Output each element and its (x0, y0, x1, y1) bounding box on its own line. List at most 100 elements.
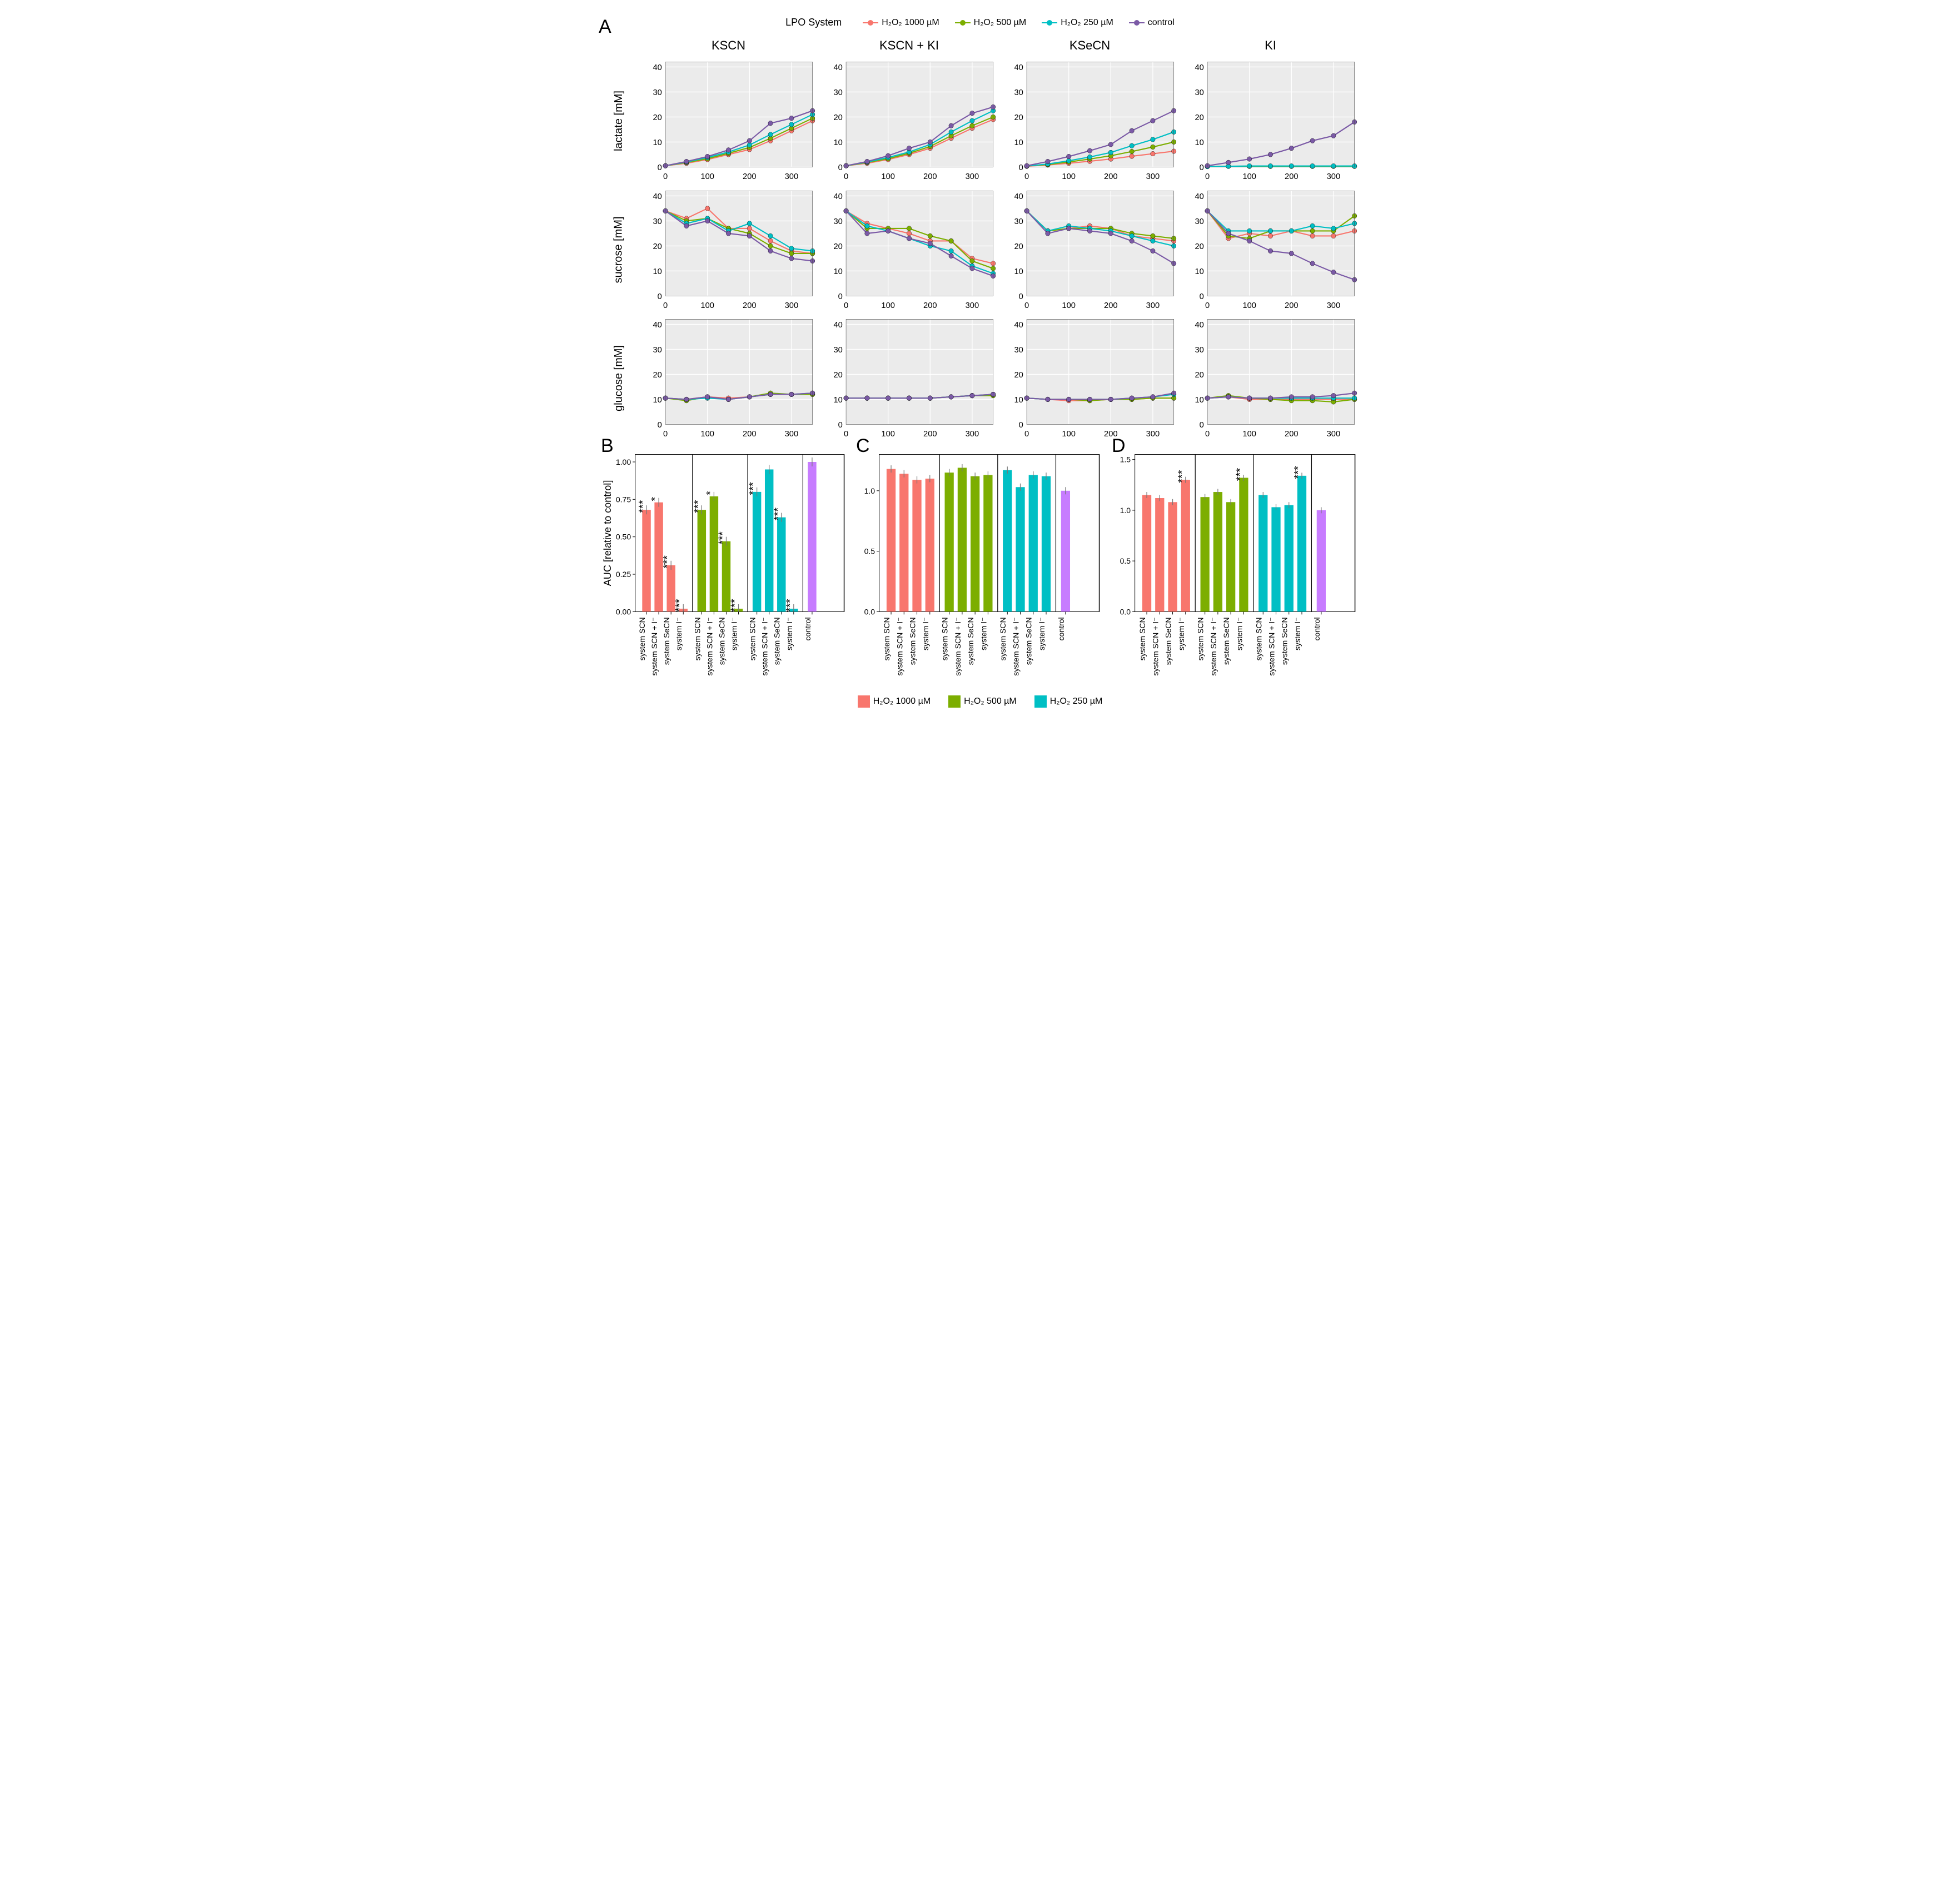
svg-text:10: 10 (833, 138, 842, 147)
svg-text:30: 30 (833, 217, 842, 226)
svg-text:system SCN + I⁻: system SCN + I⁻ (896, 617, 904, 675)
svg-text:30: 30 (1195, 346, 1203, 355)
svg-text:100: 100 (1062, 301, 1076, 310)
svg-text:system I⁻: system I⁻ (1235, 617, 1243, 650)
panel-d-chart: 0.00.51.01.5*********system SCNsystem SC… (1113, 449, 1358, 691)
svg-text:system SCN + I⁻: system SCN + I⁻ (1267, 617, 1276, 675)
svg-text:***: *** (717, 531, 729, 545)
svg-text:***: *** (637, 500, 649, 513)
svg-text:***: *** (748, 482, 760, 495)
svg-text:system SeCN: system SeCN (1163, 617, 1172, 665)
svg-text:30: 30 (653, 346, 661, 355)
svg-text:40: 40 (833, 192, 842, 201)
svg-text:*: * (704, 491, 717, 495)
svg-text:system I⁻: system I⁻ (1176, 617, 1185, 650)
svg-text:300: 300 (966, 172, 979, 181)
legend-swatch (863, 22, 878, 23)
svg-text:0: 0 (1024, 430, 1029, 439)
svg-text:0.0: 0.0 (1120, 607, 1131, 616)
legend-label: H₂O₂ 250 µM (1050, 697, 1103, 707)
line-chart-cell: 0102030400100200300 (641, 187, 816, 313)
svg-text:***: *** (1234, 468, 1246, 481)
svg-text:system SeCN: system SeCN (773, 617, 782, 665)
svg-text:system SeCN: system SeCN (717, 617, 726, 665)
svg-text:system I⁻: system I⁻ (1037, 617, 1046, 650)
svg-text:0: 0 (663, 172, 668, 181)
svg-text:10: 10 (1195, 396, 1203, 405)
svg-text:300: 300 (1146, 172, 1160, 181)
line-chart-cell: 0102030400100200300 (1002, 187, 1177, 313)
svg-text:0: 0 (1019, 292, 1023, 301)
line-chart-cell: 0102030400100200300 (1002, 316, 1177, 441)
panel-b-label: B (601, 434, 623, 456)
panel-c-container: C 0.00.51.0system SCNsystem SCN + I⁻syst… (857, 449, 1102, 691)
svg-text:system I⁻: system I⁻ (730, 617, 739, 650)
svg-text:0.5: 0.5 (1120, 556, 1131, 565)
svg-text:system I⁻: system I⁻ (674, 617, 683, 650)
svg-text:300: 300 (1146, 430, 1160, 439)
svg-text:20: 20 (833, 113, 842, 122)
svg-text:10: 10 (1014, 138, 1023, 147)
svg-text:40: 40 (1195, 321, 1203, 330)
svg-text:system SCN + I⁻: system SCN + I⁻ (760, 617, 769, 675)
panel-c-label: C (856, 434, 878, 456)
svg-text:100: 100 (700, 301, 714, 310)
svg-text:10: 10 (833, 267, 842, 276)
svg-text:D: D (1112, 435, 1126, 456)
svg-text:20: 20 (653, 371, 661, 380)
svg-text:1.5: 1.5 (1120, 455, 1131, 464)
svg-text:40: 40 (833, 321, 842, 330)
svg-text:***: *** (674, 599, 686, 612)
line-chart-cell: 0102030400100200300 (641, 58, 816, 184)
svg-text:200: 200 (1104, 172, 1118, 181)
svg-text:10: 10 (1195, 267, 1203, 276)
column-title: KSCN (641, 38, 816, 55)
row-title: glucose [mM] (602, 316, 635, 441)
svg-text:20: 20 (1014, 113, 1023, 122)
svg-text:100: 100 (881, 430, 895, 439)
legend-swatch (948, 695, 961, 708)
panel-d-container: D 0.00.51.01.5*********system SCNsystem … (1113, 449, 1358, 691)
svg-text:200: 200 (1285, 430, 1299, 439)
svg-text:system SeCN: system SeCN (662, 617, 671, 665)
svg-text:10: 10 (653, 138, 661, 147)
legend-item: H₂O₂ 1000 µM (863, 18, 939, 28)
svg-text:300: 300 (1327, 172, 1341, 181)
legend-label: H₂O₂ 250 µM (1061, 18, 1113, 28)
legend-swatch (1034, 695, 1047, 708)
svg-text:30: 30 (833, 88, 842, 97)
svg-text:200: 200 (1285, 301, 1299, 310)
svg-text:0: 0 (658, 163, 662, 172)
svg-text:300: 300 (1146, 301, 1160, 310)
svg-text:1.00: 1.00 (616, 457, 631, 466)
svg-text:100: 100 (1242, 430, 1256, 439)
svg-text:system SCN: system SCN (748, 617, 757, 660)
svg-text:40: 40 (653, 321, 661, 330)
svg-text:system SCN: system SCN (882, 617, 891, 660)
svg-text:30: 30 (1195, 88, 1203, 97)
svg-text:20: 20 (1195, 113, 1203, 122)
svg-text:200: 200 (923, 172, 937, 181)
line-chart-cell: 0102030400100200300 (822, 58, 997, 184)
svg-text:100: 100 (881, 301, 895, 310)
svg-text:300: 300 (785, 172, 799, 181)
svg-text:system I⁻: system I⁻ (785, 617, 794, 650)
svg-text:300: 300 (1327, 430, 1341, 439)
bar-panels-row: B 0.000.250.500.751.00AUC [relative to c… (602, 449, 1358, 688)
svg-text:0.75: 0.75 (616, 495, 631, 504)
svg-text:30: 30 (653, 217, 661, 226)
svg-text:0: 0 (844, 430, 848, 439)
svg-text:system SCN + I⁻: system SCN + I⁻ (1209, 617, 1218, 675)
line-chart-cell: 0102030400100200300 (1002, 58, 1177, 184)
svg-text:***: *** (1292, 466, 1305, 479)
svg-text:20: 20 (1195, 371, 1203, 380)
svg-text:system SeCN: system SeCN (966, 617, 975, 665)
svg-text:system SCN: system SCN (1254, 617, 1263, 660)
svg-text:control: control (803, 617, 812, 640)
svg-text:0: 0 (1205, 172, 1210, 181)
svg-text:100: 100 (700, 172, 714, 181)
svg-text:system SCN + I⁻: system SCN + I⁻ (953, 617, 962, 675)
svg-text:system SCN: system SCN (638, 617, 646, 660)
svg-text:0: 0 (1019, 421, 1023, 430)
svg-text:10: 10 (833, 396, 842, 405)
